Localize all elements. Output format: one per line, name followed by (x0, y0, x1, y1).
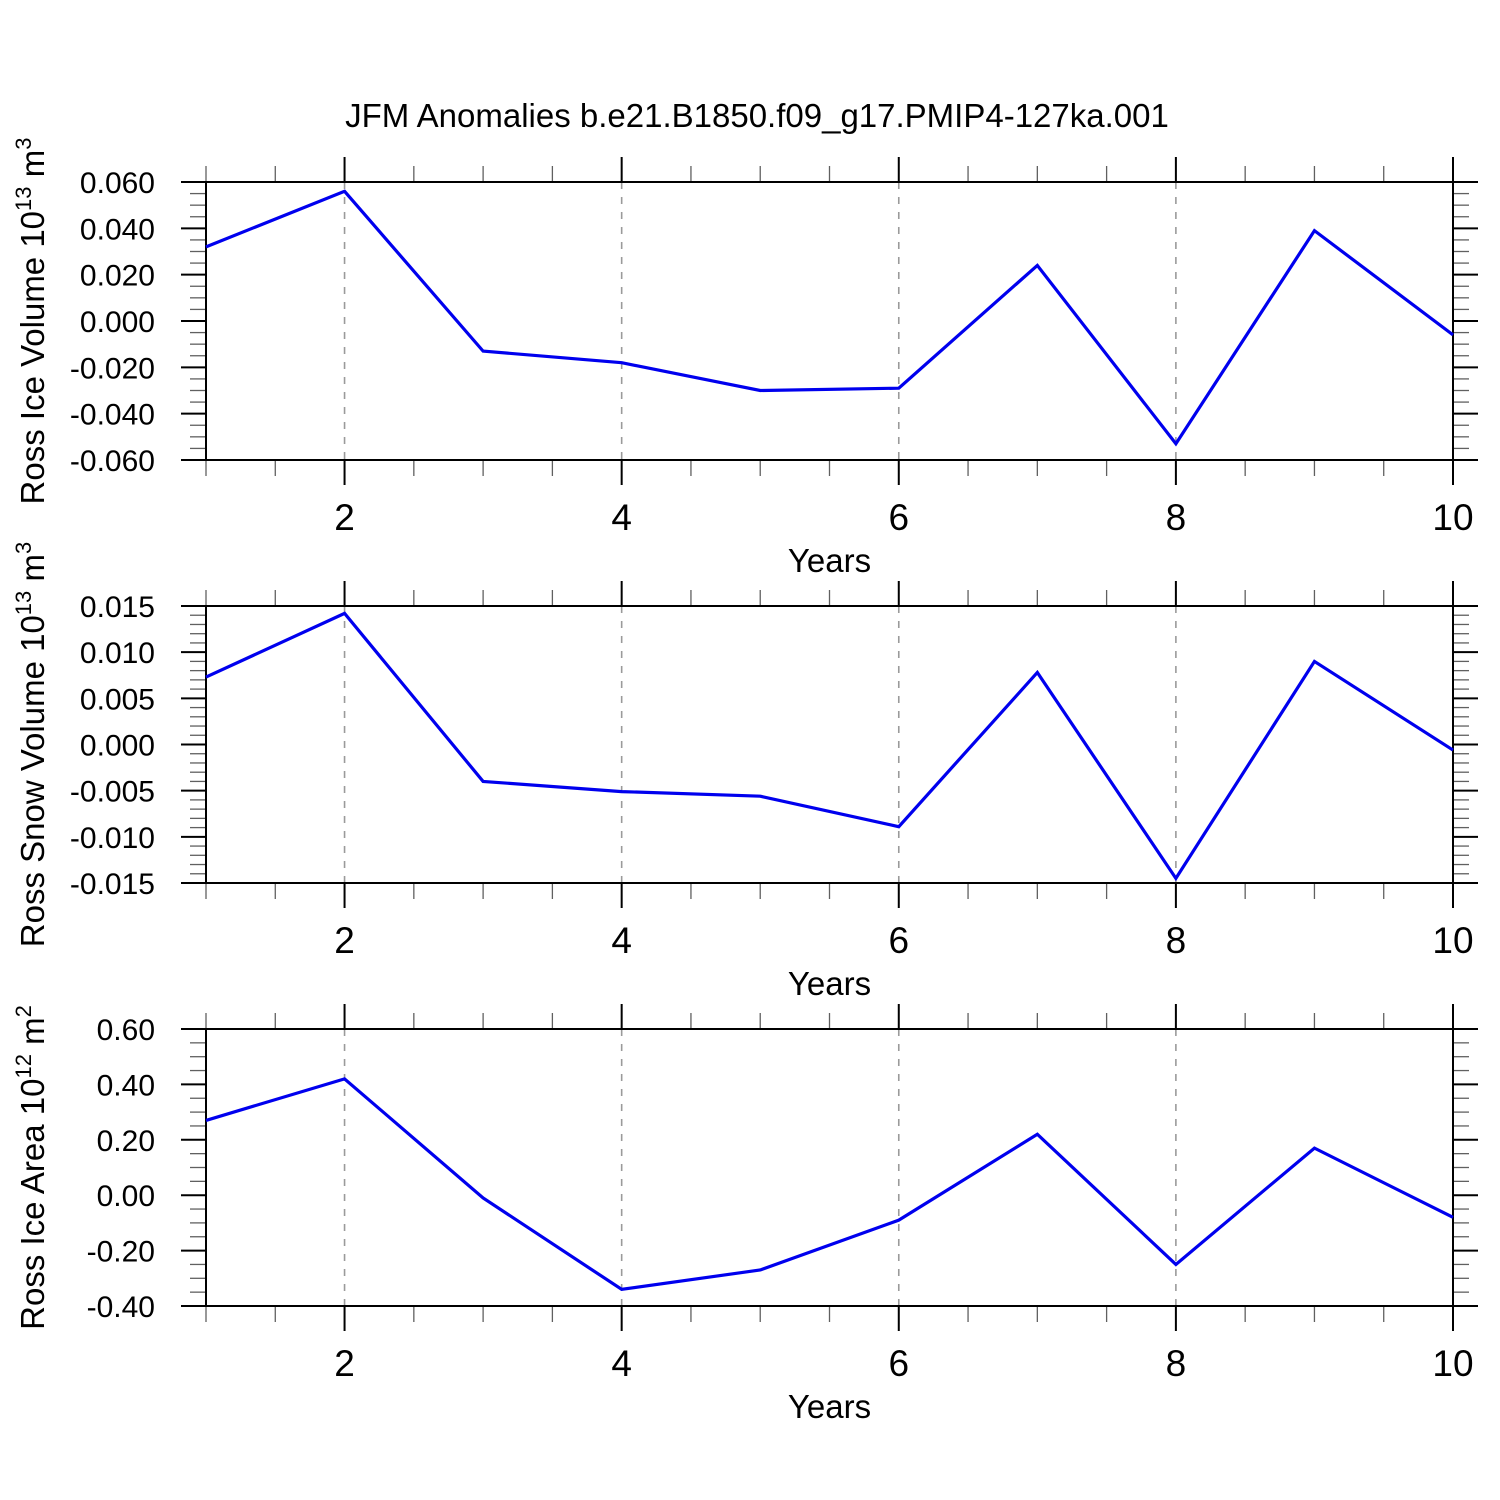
x-axis-title: Years (788, 542, 871, 579)
y-tick-label: -0.40 (87, 1291, 155, 1324)
x-tick-label: 8 (1166, 920, 1187, 961)
y-tick-label: 0.060 (80, 167, 155, 200)
y-axis-title: Ross Ice Volume 1013 m3 (11, 138, 51, 505)
x-axis-title: Years (788, 965, 871, 1002)
x-tick-label: 6 (888, 1343, 909, 1384)
y-tick-label: 0.015 (80, 591, 155, 624)
y-tick-label: -0.020 (70, 352, 155, 385)
series-line (205, 189, 1454, 447)
y-tick-label: -0.015 (70, 868, 155, 901)
x-tick-label: 2 (334, 1343, 355, 1384)
x-tick-label: 4 (611, 497, 632, 538)
y-tick-label: -0.010 (70, 822, 155, 855)
plot-ross-ice-volume: 2 4 6 8 10 0.060 0.040 0.020 0.000 -0.020 -0.040 -0… (11, 138, 1478, 579)
y-tick-label: 0.40 (97, 1069, 155, 1102)
y-tick-label: 0.010 (80, 637, 155, 670)
y-tick-label: -0.005 (70, 776, 155, 809)
series-line (205, 1077, 1454, 1292)
series-line (205, 611, 1454, 882)
axis-box (205, 605, 1454, 884)
y-tick-label: -0.040 (70, 399, 155, 432)
x-tick-label: 4 (611, 1343, 632, 1384)
x-tick-label: 6 (888, 497, 909, 538)
x-tick-label: 8 (1166, 497, 1187, 538)
x-axis-title: Years (788, 1388, 871, 1425)
plot-ross-ice-area: 2 4 6 8 10 0.60 0.40 0.20 0.00 -0.20 -0.40 Years Ros… (11, 1004, 1478, 1425)
x-tick-label: 10 (1432, 497, 1473, 538)
y-tick-label: 0.20 (97, 1125, 155, 1158)
x-tick-label: 2 (334, 497, 355, 538)
figure-title: JFM Anomalies b.e21.B1850.f09_g17.PMIP4-… (345, 97, 1169, 134)
y-axis-title: Ross Snow Volume 1013 m3 (11, 542, 51, 947)
y-tick-label: 0.00 (97, 1180, 155, 1213)
axis-box (205, 181, 1454, 461)
y-tick-label: -0.060 (70, 445, 155, 478)
y-axis-title: Ross Ice Area 1012 m2 (11, 1005, 51, 1330)
y-tick-label: 0.040 (80, 213, 155, 246)
y-tick-label: 0.005 (80, 683, 155, 716)
x-tick-label: 10 (1432, 920, 1473, 961)
x-tick-label: 2 (334, 920, 355, 961)
y-tick-label: 0.60 (97, 1014, 155, 1047)
y-tick-label: 0.000 (80, 306, 155, 339)
plot-ross-snow-volume: 2 4 6 8 10 0.015 0.010 0.005 0.000 -0.005 -0.010 -0… (11, 542, 1478, 1002)
x-tick-label: 6 (888, 920, 909, 961)
y-tick-label: 0.000 (80, 730, 155, 763)
x-tick-label: 4 (611, 920, 632, 961)
x-tick-label: 8 (1166, 1343, 1187, 1384)
axis-box (205, 1028, 1454, 1307)
y-tick-label: -0.20 (87, 1236, 155, 1269)
x-tick-label: 10 (1432, 1343, 1473, 1384)
y-tick-label: 0.020 (80, 260, 155, 293)
